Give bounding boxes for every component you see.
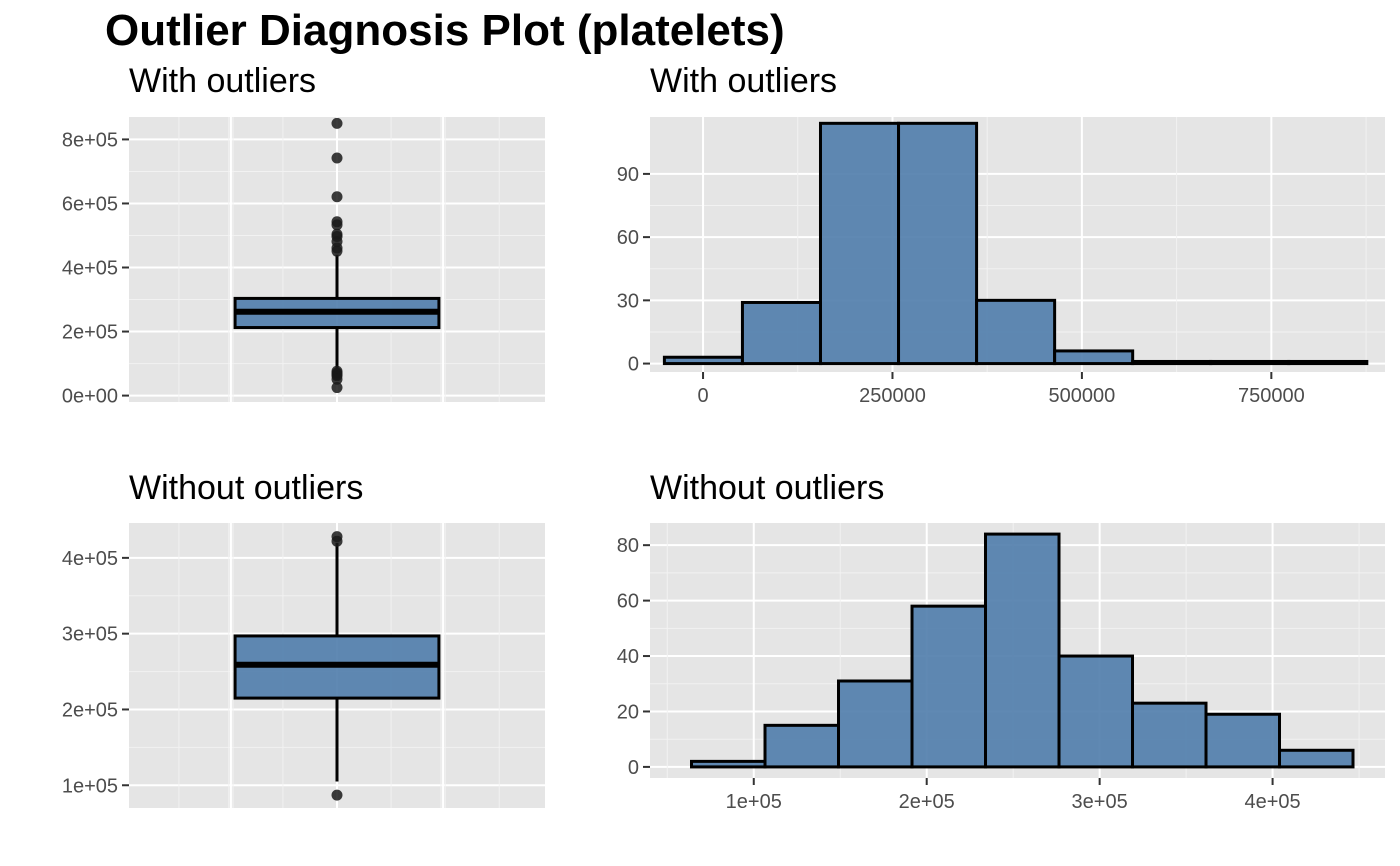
histogram-with-outliers-title: With outliers xyxy=(650,62,837,100)
figure-title: Outlier Diagnosis Plot (platelets) xyxy=(105,6,785,55)
outlier-point-2 xyxy=(331,535,343,547)
histogram-bar-9 xyxy=(1278,748,1355,769)
y-tick-label: 4e+05 xyxy=(62,258,118,280)
y-tick-label: 4e+05 xyxy=(62,548,118,570)
histogram-with-outliers-panel: With outliers 0 30 60 90 0 250000 500000 750000 xyxy=(617,62,1385,407)
y-tick-label: 60 xyxy=(617,591,639,613)
x-tick-label: 0 xyxy=(697,385,708,407)
boxplot-without-outliers-panel: Without outliers 1e+05 2e+05 3e+05 4e+05 xyxy=(62,469,545,808)
y-tick-label: 0 xyxy=(628,757,639,779)
y-tick-label: 0e+00 xyxy=(62,386,118,408)
outlier-point-2 xyxy=(331,152,343,164)
histogram-bar-2 xyxy=(763,723,841,769)
outlier-point-15 xyxy=(331,373,343,385)
histogram-bar-3 xyxy=(837,679,914,769)
histogram-bar-7 xyxy=(1131,701,1208,769)
y-tick-label: 0 xyxy=(628,354,639,376)
histogram-bar-4 xyxy=(910,604,988,769)
y-tick-label: 6e+05 xyxy=(62,193,118,215)
outlier-point-16 xyxy=(331,382,343,394)
histogram-bar-8 xyxy=(1209,359,1291,366)
y-tick-label: 60 xyxy=(617,227,639,249)
x-tick-label: 3e+05 xyxy=(1072,791,1128,813)
histogram-bar-5 xyxy=(984,532,1061,769)
x-tick-label: 1e+05 xyxy=(726,791,782,813)
boxplot-with-outliers-title: With outliers xyxy=(129,62,316,100)
histogram-bar-6 xyxy=(1057,654,1135,769)
histogram-bar-9 xyxy=(1287,359,1369,366)
x-tick-label: 500000 xyxy=(1049,385,1116,407)
x-tick-label: 750000 xyxy=(1238,385,1305,407)
histogram-bar-5 xyxy=(975,298,1057,366)
y-tick-label: 2e+05 xyxy=(62,322,118,344)
histogram-bar-6 xyxy=(1053,349,1135,366)
y-tick-label: 90 xyxy=(617,164,639,186)
histogram-bar-1 xyxy=(690,759,767,769)
y-tick-label: 20 xyxy=(617,701,639,723)
histogram-bar-4 xyxy=(897,121,979,366)
y-tick-label: 40 xyxy=(617,646,639,668)
x-tick-label: 4e+05 xyxy=(1245,791,1301,813)
boxplot-with-outliers-panel: With outliers 0e+00 2e+05 4e+05 6e+05 8e+05 xyxy=(62,62,545,408)
y-tick-label: 8e+05 xyxy=(62,129,118,151)
histogram-bar-2 xyxy=(740,300,822,366)
outlier-point-5 xyxy=(331,219,343,231)
outlier-point-3 xyxy=(331,789,343,801)
histogram-bar-3 xyxy=(818,121,901,366)
boxplot-without-outliers-title: Without outliers xyxy=(129,469,363,507)
histogram-bar-7 xyxy=(1131,359,1213,366)
outlier-point-1 xyxy=(331,117,343,129)
outlier-point-10 xyxy=(331,245,343,257)
y-tick-label: 3e+05 xyxy=(62,624,118,646)
histogram-bar-8 xyxy=(1204,712,1282,769)
y-tick-label: 1e+05 xyxy=(62,775,118,797)
x-tick-label: 250000 xyxy=(859,385,926,407)
histogram-without-outliers-panel: Without outliers 0 20 40 60 80 1e+05 2e+05 3e+0… xyxy=(617,469,1385,813)
histogram-bar-1 xyxy=(662,355,744,366)
y-tick-label: 2e+05 xyxy=(62,699,118,721)
x-tick-label: 2e+05 xyxy=(899,791,955,813)
y-tick-label: 80 xyxy=(617,535,639,557)
y-tick-label: 30 xyxy=(617,290,639,312)
histogram-without-outliers-title: Without outliers xyxy=(650,469,884,507)
outlier-point-3 xyxy=(331,191,343,203)
